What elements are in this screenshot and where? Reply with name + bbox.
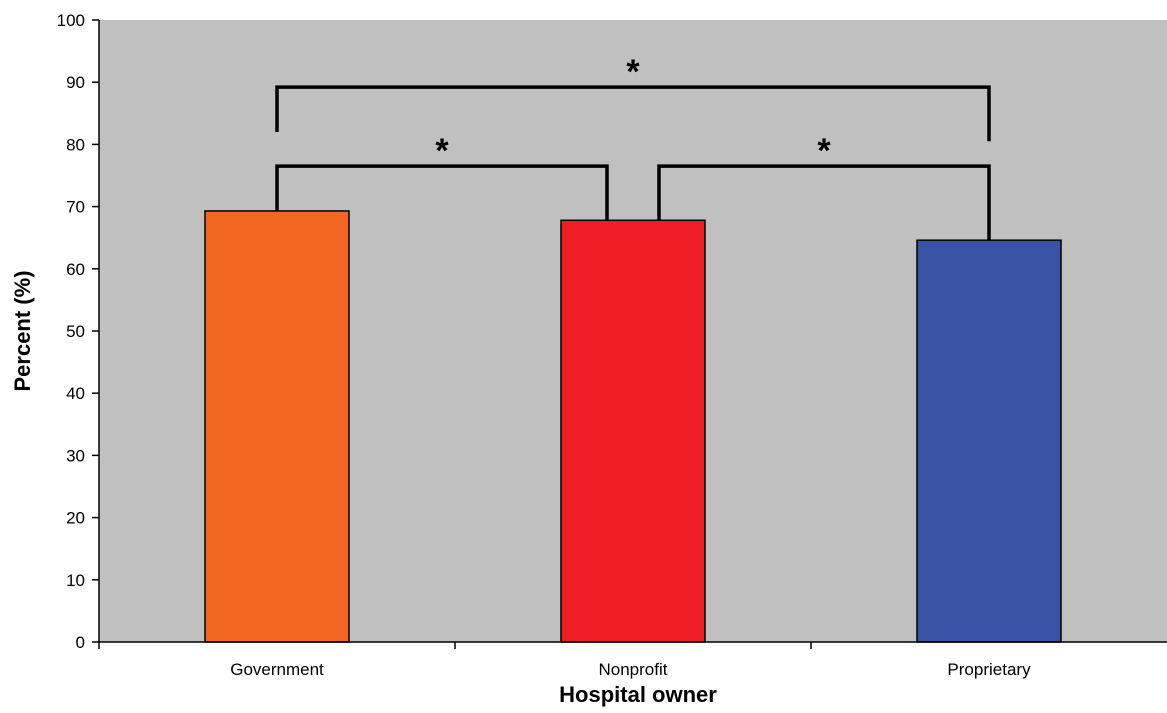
y-tick-label: 20 xyxy=(66,509,85,528)
bar-government xyxy=(204,210,350,643)
significance-bracket xyxy=(275,85,991,142)
significance-star: * xyxy=(817,132,831,170)
y-tick-label: 10 xyxy=(66,571,85,590)
significance-bracket xyxy=(657,164,991,241)
bar-nonprofit xyxy=(560,219,706,643)
y-tick-label: 60 xyxy=(66,260,85,279)
significance-brackets: * * * xyxy=(275,53,991,241)
x-tick-label: Nonprofit xyxy=(599,660,668,679)
y-tick-label: 80 xyxy=(66,135,85,154)
x-tick-label: Proprietary xyxy=(947,660,1031,679)
x-tick-label: Government xyxy=(230,660,324,679)
y-axis: 0 10 20 30 40 50 60 70 80 90 100 xyxy=(57,11,100,652)
x-axis-title: Hospital owner xyxy=(559,682,717,707)
y-tick-label: 40 xyxy=(66,384,85,403)
y-tick-label: 50 xyxy=(66,322,85,341)
y-tick-label: 30 xyxy=(66,446,85,465)
bars-group xyxy=(204,210,1062,643)
y-tick-label: 70 xyxy=(66,198,85,217)
y-tick-label: 0 xyxy=(76,633,85,652)
y-tick-label: 90 xyxy=(66,73,85,92)
x-axis: Government Nonprofit Proprietary xyxy=(98,641,1167,679)
significance-star: * xyxy=(435,132,449,170)
significance-bracket xyxy=(275,164,609,221)
bar-proprietary xyxy=(916,239,1062,643)
y-axis-title: Percent (%) xyxy=(10,270,35,391)
y-tick-label: 100 xyxy=(57,11,85,30)
significance-star: * xyxy=(626,53,640,91)
